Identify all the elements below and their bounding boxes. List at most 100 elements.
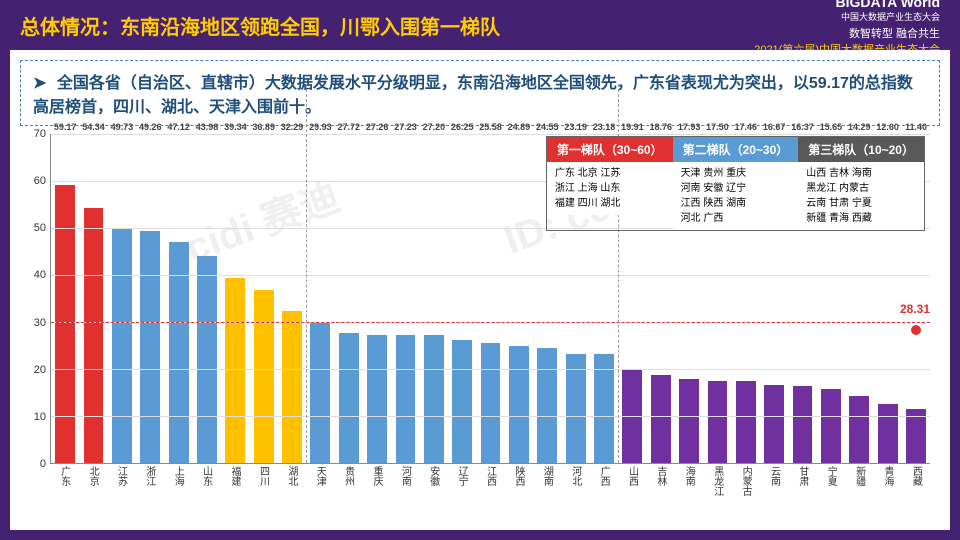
avg-point: [911, 325, 921, 335]
x-label: 黑龙江: [703, 466, 731, 516]
bar-value-label: 27.72: [338, 122, 361, 132]
legend-col: 第一梯队（30~60）广东 北京 江苏浙江 上海 山东福建 四川 湖北: [547, 137, 673, 230]
slogan: 数智转型 融合共生: [754, 25, 940, 41]
legend-body: 广东 北京 江苏浙江 上海 山东福建 四川 湖北: [547, 162, 673, 215]
bar-value-label: 11.40: [905, 122, 927, 132]
y-tick: 0: [40, 458, 46, 470]
legend-row: 浙江 上海 山东: [555, 181, 665, 196]
legend-row: 云南 甘肃 宁夏: [806, 196, 916, 211]
legend-head: 第二梯队（20~30）: [673, 137, 799, 162]
bar-value-label: 27.20: [423, 122, 446, 132]
bar: [254, 290, 274, 463]
x-label: 重庆: [362, 466, 390, 516]
legend-box: 第一梯队（30~60）广东 北京 江苏浙江 上海 山东福建 四川 湖北第二梯队（…: [546, 136, 925, 231]
x-label: 江苏: [107, 466, 135, 516]
bar-value-label: 59.17: [54, 122, 77, 132]
bar: [849, 396, 869, 463]
bar: [566, 354, 586, 463]
x-label: 广东: [50, 466, 78, 516]
logo-area: BIGDATA World 中国大数据产业生态大会 数智转型 融合共生 2021…: [754, 0, 940, 57]
tier-separator: [306, 84, 307, 463]
bar: [140, 231, 160, 463]
bar-wrap: 24.89: [505, 134, 533, 463]
x-label: 湖北: [277, 466, 305, 516]
x-label: 北京: [78, 466, 106, 516]
bar: [736, 381, 756, 463]
bar-value-label: 49.26: [139, 122, 162, 132]
bar-wrap: 49.73: [108, 134, 136, 463]
bar-wrap: 43.98: [193, 134, 221, 463]
bar: [679, 379, 699, 463]
y-tick: 10: [34, 411, 46, 423]
bar: [821, 389, 841, 463]
x-label: 山东: [192, 466, 220, 516]
legend-row: 河北 广西: [681, 211, 791, 226]
bar: [396, 335, 416, 463]
bar: [55, 185, 75, 463]
bar-wrap: 27.20: [420, 134, 448, 463]
bar-wrap: 26.25: [448, 134, 476, 463]
x-label: 甘肃: [788, 466, 816, 516]
legend-col: 第二梯队（20~30）天津 贵州 重庆河南 安徽 辽宁江西 陕西 湖南河北 广西: [673, 137, 799, 230]
legend-row: 河南 安徽 辽宁: [681, 181, 791, 196]
bar: [764, 385, 784, 463]
y-tick: 60: [34, 175, 46, 187]
y-tick: 40: [34, 269, 46, 281]
x-label: 新疆: [845, 466, 873, 516]
bar: [282, 311, 302, 463]
bar: [84, 208, 104, 463]
bar: [367, 335, 387, 463]
legend-row: 江西 陕西 湖南: [681, 196, 791, 211]
bar-value-label: 39.34: [224, 122, 247, 132]
bar-value-label: 23.19: [564, 122, 587, 132]
bar-wrap: 27.72: [335, 134, 363, 463]
bar-value-label: 27.26: [366, 122, 389, 132]
bar: [339, 333, 359, 463]
bar-wrap: 47.12: [164, 134, 192, 463]
bar: [537, 348, 557, 463]
bar: [481, 343, 501, 463]
x-label: 陕西: [504, 466, 532, 516]
logo-sub: 中国大数据产业生态大会: [754, 10, 940, 23]
legend-body: 山西 吉林 海南黑龙江 内蒙古云南 甘肃 宁夏新疆 青海 西藏: [798, 162, 924, 230]
x-label: 天津: [306, 466, 334, 516]
bar-value-label: 14.29: [848, 122, 871, 132]
bar-value-label: 16.37: [791, 122, 814, 132]
gridline: [51, 134, 930, 135]
legend-row: 山西 吉林 海南: [806, 166, 916, 181]
bar-wrap: 49.26: [136, 134, 164, 463]
x-label: 贵州: [334, 466, 362, 516]
bar: [509, 346, 529, 463]
legend-body: 天津 贵州 重庆河南 安徽 辽宁江西 陕西 湖南河北 广西: [673, 162, 799, 230]
bar: [651, 375, 671, 463]
bar: [594, 354, 614, 463]
legend-col: 第三梯队（10~20）山西 吉林 海南黑龙江 内蒙古云南 甘肃 宁夏新疆 青海 …: [798, 137, 924, 230]
bar-wrap: 32.29: [278, 134, 306, 463]
y-tick: 70: [34, 128, 46, 140]
bar: [906, 409, 926, 463]
bar: [112, 229, 132, 463]
y-tick: 50: [34, 222, 46, 234]
description-box: 全国各省（自治区、直辖市）大数据发展水平分级明显，东南沿海地区全国领先，广东省表…: [20, 60, 940, 126]
page-title: 总体情况：东南沿海地区领跑全国，川鄂入围第一梯队: [20, 11, 500, 40]
bar-wrap: 54.34: [79, 134, 107, 463]
legend-row: 天津 贵州 重庆: [681, 166, 791, 181]
bar: [708, 381, 728, 463]
gridline: [51, 275, 930, 276]
x-label: 广西: [589, 466, 617, 516]
y-tick: 20: [34, 364, 46, 376]
bar-value-label: 19.91: [621, 122, 644, 132]
gridline: [51, 416, 930, 417]
bar: [225, 278, 245, 463]
legend-head: 第三梯队（10~20）: [798, 137, 924, 162]
bar-wrap: 27.26: [363, 134, 391, 463]
bar: [197, 256, 217, 463]
bar-value-label: 54.34: [82, 122, 105, 132]
threshold-line: [51, 322, 930, 323]
x-label: 江西: [476, 466, 504, 516]
bar-value-label: 17.50: [706, 122, 729, 132]
x-label: 河北: [561, 466, 589, 516]
x-label: 福建: [220, 466, 248, 516]
legend-row: 新疆 青海 西藏: [806, 211, 916, 226]
bar: [310, 322, 330, 463]
